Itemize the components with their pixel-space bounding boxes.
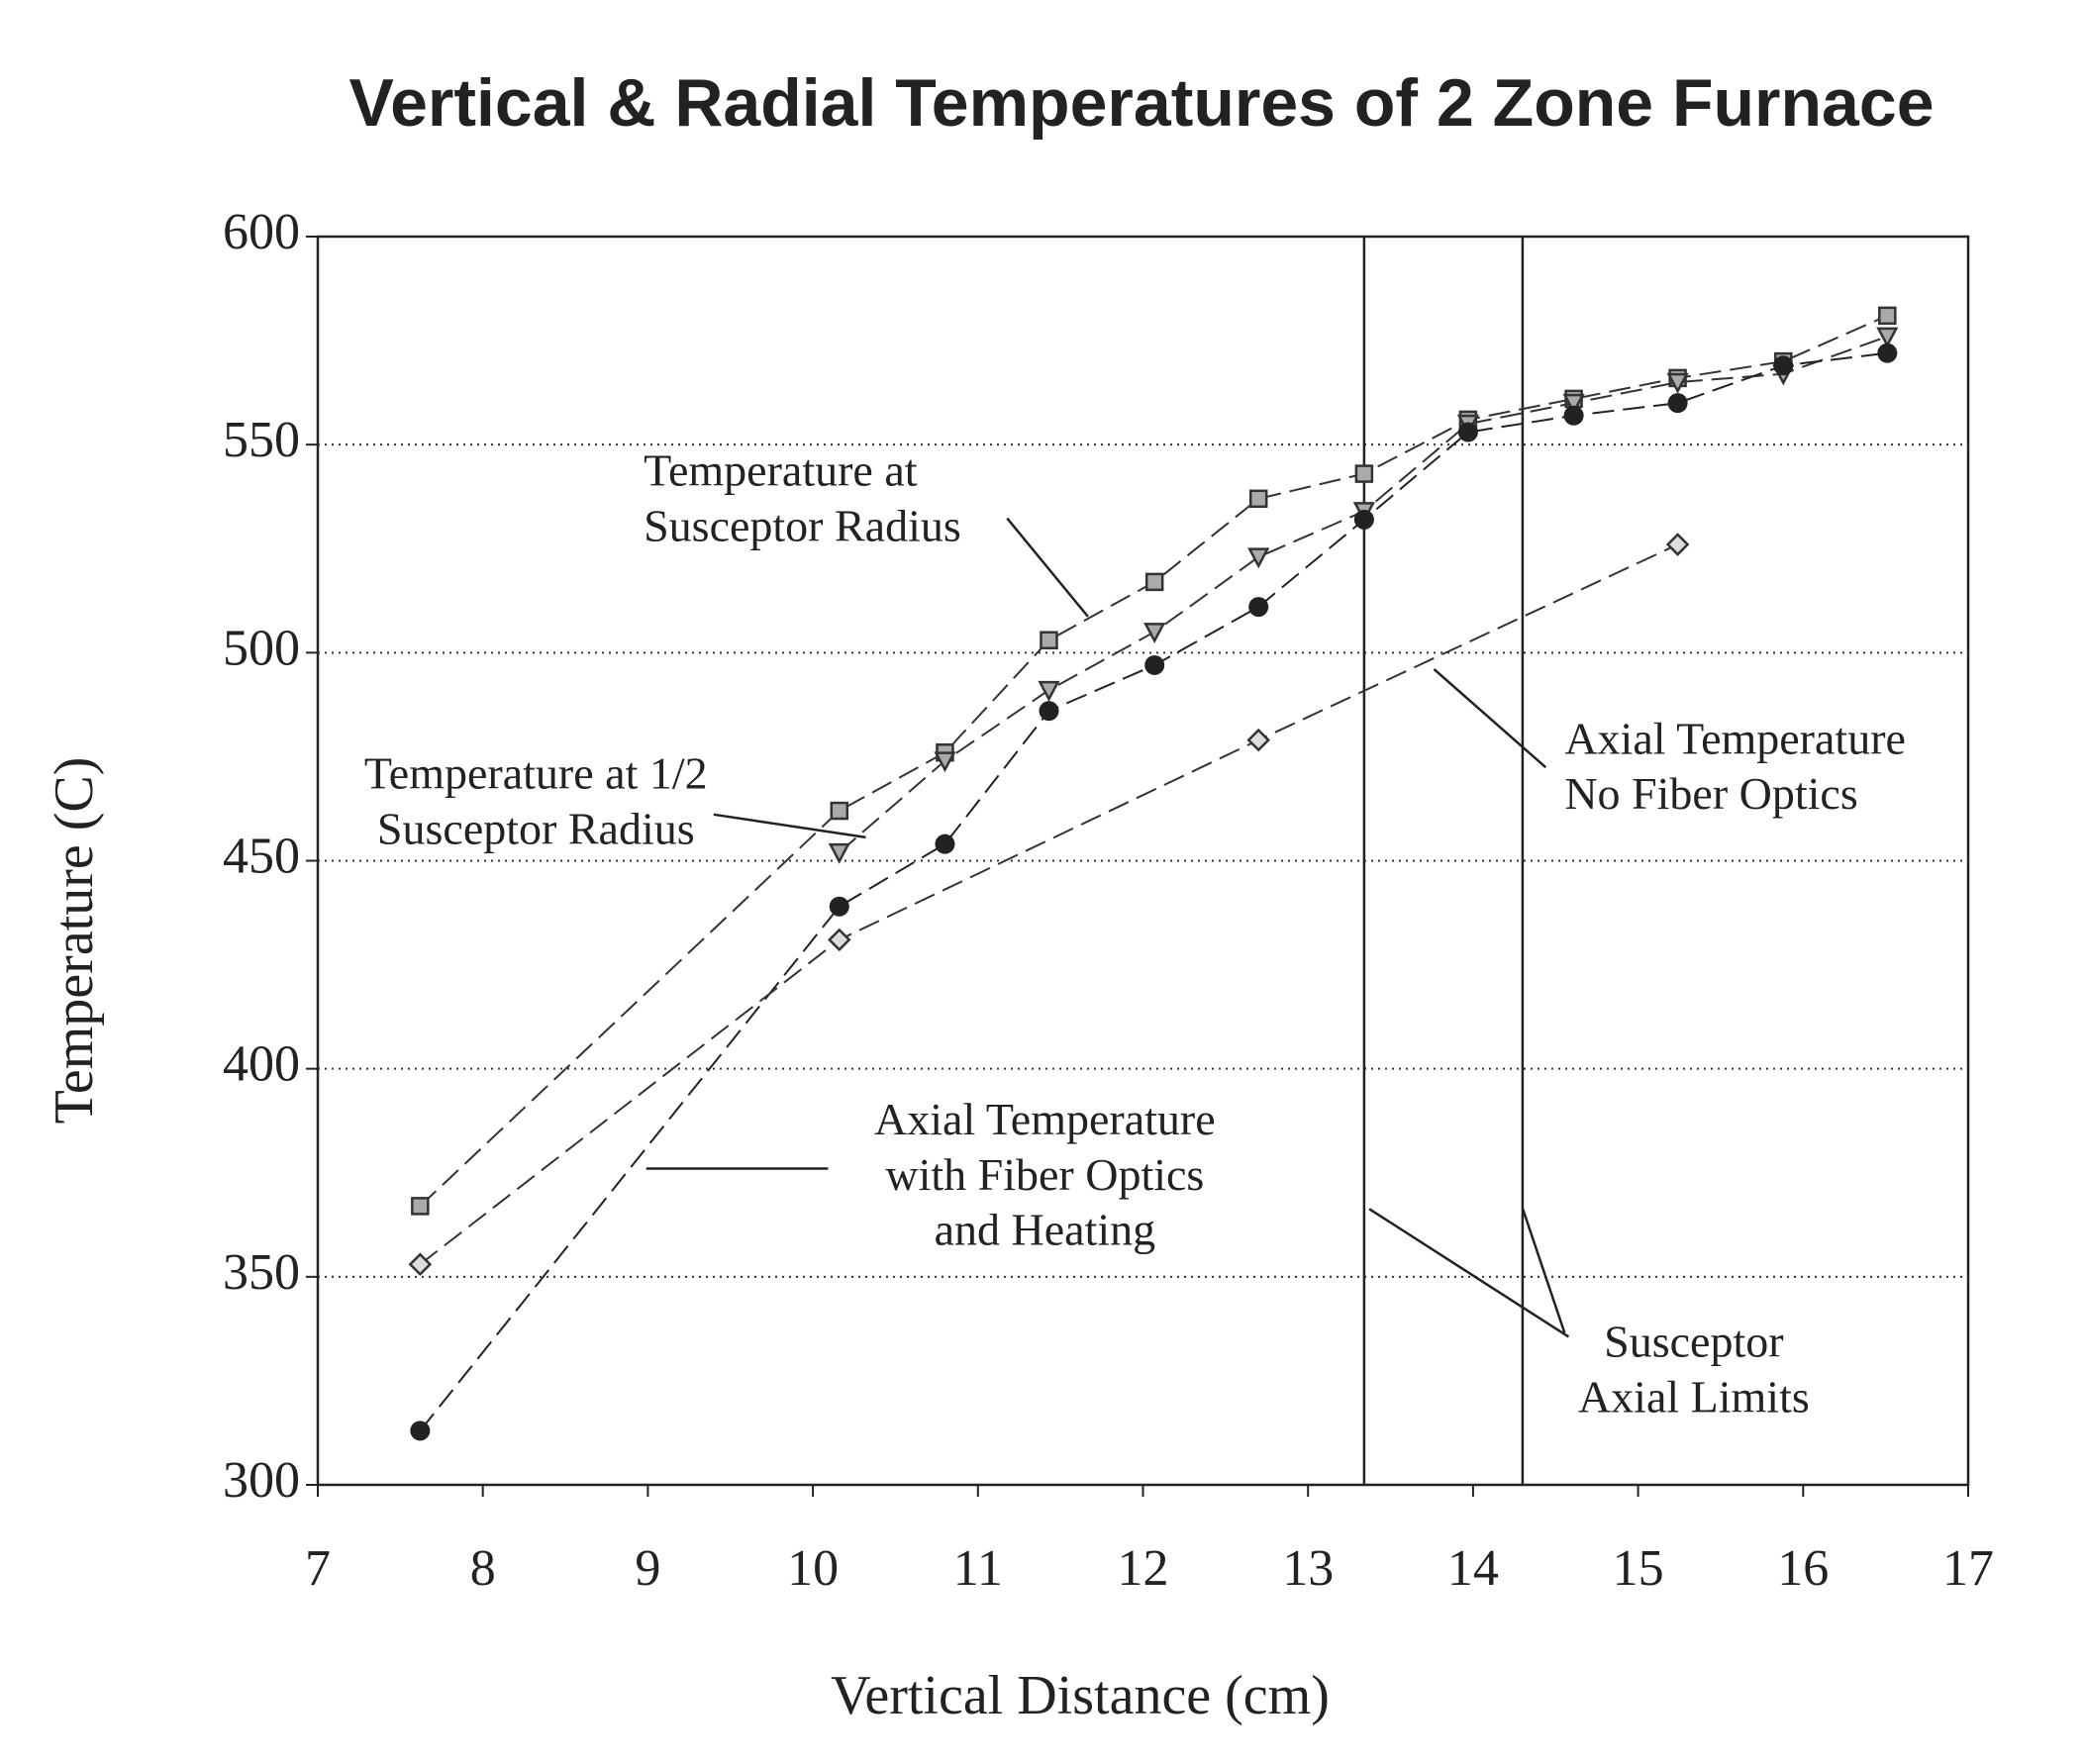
- x-tick-label: 15: [1613, 1540, 1664, 1597]
- series-line: [419, 351, 1888, 1431]
- y-tick-label: 450: [223, 828, 300, 884]
- x-tick-label: 13: [1282, 1540, 1334, 1597]
- triangle-marker: [828, 842, 850, 864]
- square-marker: [1040, 631, 1058, 649]
- circle-marker: [1563, 405, 1584, 426]
- diamond-marker: [408, 1252, 433, 1276]
- annotation: Temperature at: [644, 445, 918, 496]
- x-tick-label: 8: [470, 1540, 496, 1597]
- square-marker: [411, 1197, 430, 1216]
- annotation: Axial Temperature: [874, 1094, 1216, 1144]
- circle-marker: [410, 1421, 431, 1441]
- y-tick-label: 600: [223, 204, 300, 260]
- diamond-marker: [1665, 533, 1690, 556]
- circle-marker: [935, 833, 955, 854]
- circle-marker: [1667, 393, 1688, 414]
- square-marker: [830, 801, 849, 821]
- leader-line: [1368, 1208, 1570, 1338]
- annotation: Temperature at 1/2: [364, 748, 708, 799]
- y-tick-label: 350: [223, 1244, 300, 1301]
- x-tick-label: 7: [305, 1540, 331, 1597]
- annotation: Susceptor Radius: [644, 500, 961, 550]
- series-line: [419, 314, 1888, 1208]
- triangle-marker: [1666, 372, 1689, 394]
- y-axis-label: Temperature (C): [44, 757, 105, 1125]
- y-tick-label: 550: [223, 412, 300, 468]
- annotation: Axial Limits: [1578, 1371, 1810, 1421]
- triangle-marker: [1143, 623, 1166, 643]
- x-tick-label: 11: [953, 1540, 1003, 1597]
- x-axis-label: Vertical Distance (cm): [831, 1665, 1330, 1726]
- circle-marker: [1773, 355, 1794, 376]
- annotation: with Fiber Optics: [885, 1149, 1204, 1200]
- leader-line: [1521, 1208, 1566, 1333]
- circle-marker: [1353, 509, 1374, 530]
- circle-marker: [1877, 343, 1898, 363]
- triangle-marker: [1562, 393, 1585, 415]
- circle-marker: [1039, 701, 1059, 722]
- triangle-marker: [1247, 547, 1270, 569]
- triangle-marker: [934, 751, 956, 773]
- chart-title: Vertical & Radial Temperatures of 2 Zone…: [348, 65, 1934, 141]
- y-tick-label: 300: [223, 1452, 300, 1509]
- annotation: Susceptor Radius: [377, 803, 695, 853]
- annotation: and Heating: [935, 1205, 1156, 1255]
- x-tick-label: 14: [1447, 1540, 1499, 1597]
- triangle-marker: [1038, 680, 1060, 702]
- square-marker: [1144, 572, 1164, 592]
- leader-line: [713, 813, 866, 839]
- x-tick-label: 10: [787, 1540, 839, 1597]
- circle-marker: [829, 896, 849, 917]
- diamond-marker: [828, 928, 851, 952]
- annotation: Susceptor: [1604, 1317, 1783, 1367]
- annotation: Axial Temperature: [1564, 713, 1906, 763]
- series-line: [419, 543, 1679, 1266]
- leader-line: [1006, 517, 1089, 618]
- x-tick-label: 12: [1118, 1540, 1169, 1597]
- square-marker: [1878, 306, 1897, 326]
- circle-marker: [1144, 654, 1165, 675]
- annotation: No Fiber Optics: [1564, 768, 1857, 819]
- circle-marker: [1248, 597, 1269, 618]
- y-tick-label: 500: [223, 620, 300, 676]
- square-marker: [1354, 464, 1374, 483]
- y-tick-label: 400: [223, 1036, 300, 1093]
- square-marker: [1248, 489, 1268, 509]
- triangle-marker: [1876, 327, 1899, 348]
- leader-line: [1433, 667, 1547, 769]
- diamond-marker: [1246, 728, 1270, 752]
- circle-marker: [1457, 422, 1478, 442]
- x-tick-label: 9: [635, 1540, 660, 1597]
- x-tick-label: 16: [1777, 1540, 1829, 1597]
- x-tick-label: 17: [1942, 1540, 1994, 1597]
